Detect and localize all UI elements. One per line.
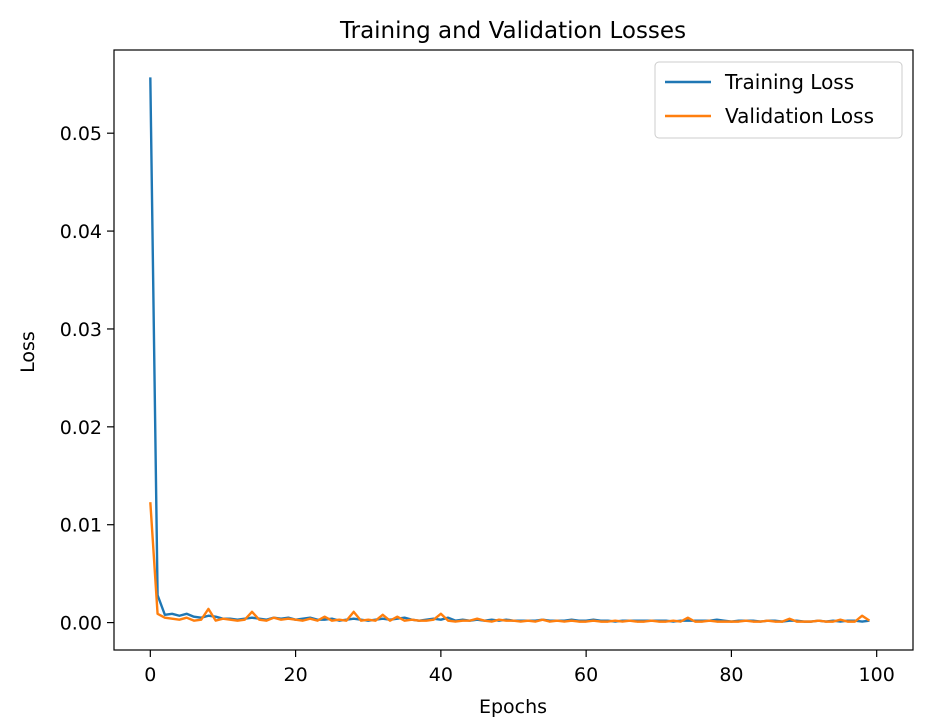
series-layer <box>149 77 871 623</box>
y-tick-label: 0.00 <box>60 613 102 635</box>
legend-box <box>654 61 903 139</box>
y-tick-label: 0.04 <box>60 221 102 243</box>
x-axis-label: Epochs <box>479 696 547 718</box>
x-tick-label: 100 <box>859 664 895 686</box>
y-tick-label: 0.01 <box>60 515 102 537</box>
y-tick-label: 0.02 <box>60 417 102 439</box>
x-tick-label: 80 <box>719 664 743 686</box>
y-tick-label: 0.03 <box>60 319 102 341</box>
y-tick-label: 0.05 <box>60 123 102 145</box>
plot-frame <box>113 49 914 651</box>
chart-title: Training and Validation Losses <box>339 18 686 44</box>
validation-loss-line <box>149 502 871 623</box>
x-axis-ticks: 0 20 40 60 80 100 <box>144 650 895 686</box>
x-tick-label: 20 <box>283 664 307 686</box>
y-axis-ticks: 0.00 0.01 0.02 0.03 0.04 0.05 <box>60 123 114 635</box>
x-tick-label: 0 <box>144 664 156 686</box>
x-tick-label: 40 <box>429 664 453 686</box>
legend-label-training: Training Loss <box>724 70 854 94</box>
x-tick-label: 60 <box>574 664 598 686</box>
legend: Training Loss Validation Loss <box>654 61 903 139</box>
y-axis-label: Loss <box>17 331 39 373</box>
legend-label-validation: Validation Loss <box>725 104 874 128</box>
